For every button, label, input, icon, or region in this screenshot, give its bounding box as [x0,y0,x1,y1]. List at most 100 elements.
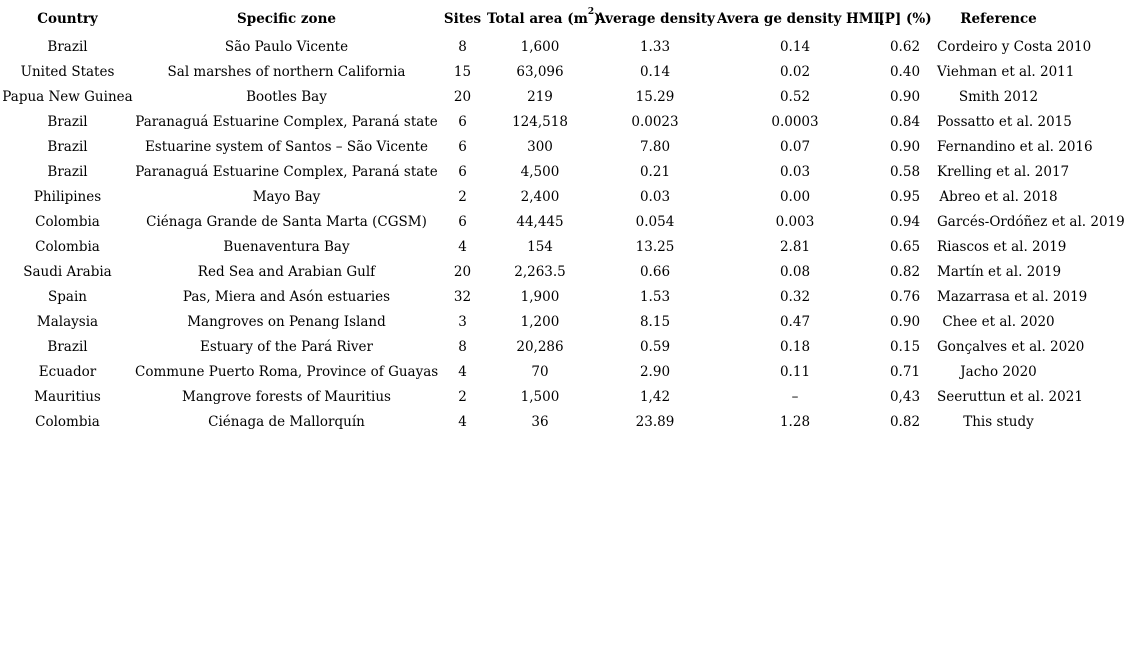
cell-average-density-hml: 0.08 [779,263,811,280]
table-row: Ecuador Commune Puerto Roma, Province of … [0,359,1060,384]
cell-reference: Gonçalves et al. 2020 [937,338,1085,355]
cell-specific-zone: Bootles Bay [246,88,327,105]
table-row: Brazil Paranaguá Estuarine Complex, Paran… [0,159,1070,184]
cell-country: Colombia [35,213,100,230]
cell-reference: Smith 2012 [958,88,1039,105]
cell-average-density: 15.29 [635,88,675,105]
cell-p-percent: 0.15 [889,338,921,355]
cell-average-density-hml: 0.47 [779,313,811,330]
table-row: Colombia Buenaventura Bay 4 154 13.25 2.81 0.6… [0,234,1067,259]
cell-average-density-hml: 0.03 [779,163,811,180]
header-specific-zone: Specific zone [237,11,336,27]
cell-reference: Viehman et al. 2011 [937,63,1075,80]
cell-average-density: 1.33 [639,38,671,55]
cell-total-area: 20,286 [516,338,564,355]
cell-country: Papua New Guinea [2,88,133,105]
cell-sites: 32 [453,288,472,305]
cell-specific-zone: Ciénaga de Mallorquín [208,413,365,430]
cell-average-density: 0.054 [635,213,675,230]
cell-sites: 8 [458,338,467,355]
cell-reference: Jacho 2020 [960,363,1037,380]
cell-average-density: 0.03 [639,188,671,205]
cell-total-area: 219 [527,88,553,105]
cell-total-area: 70 [531,363,549,380]
cell-reference: Chee et al. 2020 [942,313,1055,330]
cell-reference: Seeruttun et al. 2021 [937,388,1083,405]
cell-average-density-hml: 0.18 [779,338,811,355]
cell-average-density: 23.89 [635,413,675,430]
header-average-density-hml: Avera ge density HML [717,11,884,27]
table-row: Philipines Mayo Bay 2 2,400 0.03 0.00 0.95 Abre… [0,184,1060,209]
header-reference: Reference [960,11,1037,27]
cell-country: Brazil [47,163,88,180]
cell-specific-zone: Mangrove forests of Mauritius [182,388,391,405]
cell-p-percent: 0.71 [889,363,921,380]
cell-average-density: 13.25 [635,238,675,255]
cell-p-percent: 0.76 [889,288,921,305]
cell-country: Brazil [47,113,88,130]
cell-reference: Riascos et al. 2019 [937,238,1067,255]
cell-average-density-hml: 0.003 [775,213,815,230]
table-row: Saudi Arabia Red Sea and Arabian Gulf 20 2,… [0,259,1061,284]
header-sites: Sites [443,11,482,27]
header-p-percent: [P] (%) [878,11,932,27]
cell-sites: 3 [458,313,467,330]
cell-average-density-hml: 0.32 [779,288,811,305]
cell-average-density: 2.90 [639,363,671,380]
cell-specific-zone: Mayo Bay [252,188,321,205]
cell-sites: 6 [458,163,467,180]
cell-average-density: 0.21 [639,163,671,180]
table-row: Colombia Ciénaga Grande de Santa Marta (C… [0,209,1125,234]
cell-average-density-hml: 0.00 [779,188,811,205]
cell-reference: Garcés-Ordóñez et al. 2019 [937,213,1125,230]
cell-total-area: 154 [527,238,553,255]
cell-specific-zone: Paranaguá Estuarine Complex, Paraná stat… [135,163,438,180]
cell-sites: 20 [453,263,472,280]
cell-sites: 6 [458,113,467,130]
cell-average-density: 1.53 [639,288,671,305]
cell-reference: Fernandino et al. 2016 [937,138,1093,155]
cell-total-area: 124,518 [512,113,568,130]
cell-specific-zone: Sal marshes of northern California [167,63,406,80]
cell-total-area: 1,200 [520,313,560,330]
cell-p-percent: 0.40 [889,63,921,80]
table-row: Mauritius Mangrove forests of Mauritius 2 1… [0,384,1083,409]
cell-specific-zone: Commune Puerto Roma, Province of Guayas [135,363,439,380]
header-row: Country Specific zone Sites Total area (… [0,4,1060,34]
cell-specific-zone: Ciénaga Grande de Santa Marta (CGSM) [146,213,427,230]
cell-country: Brazil [47,38,88,55]
cell-country: Brazil [47,138,88,155]
table-row: Brazil Paranaguá Estuarine Complex, Paran… [0,109,1072,134]
header-total-area-superscript: 2 [587,6,595,17]
cell-average-density: 1,42 [639,388,671,405]
cell-specific-zone: Paranaguá Estuarine Complex, Paraná stat… [135,113,438,130]
cell-sites: 2 [458,188,467,205]
cell-reference: Krelling et al. 2017 [937,163,1070,180]
cell-specific-zone: Mangroves on Penang Island [187,313,386,330]
cell-sites: 6 [458,213,467,230]
cell-average-density-hml: 0.11 [779,363,811,380]
table-row: Brazil São Paulo Vicente 8 1,600 1.33 0.14 0.6… [0,34,1091,59]
table-row: Brazil Estuarine system of Santos – São V… [0,134,1093,159]
cell-p-percent: 0.90 [889,313,921,330]
header-total-area: Total area (m2) [487,4,601,34]
cell-country: Saudi Arabia [23,263,112,280]
cell-p-percent: 0.90 [889,88,921,105]
cell-reference: Abreo et al. 2018 [939,188,1058,205]
cell-p-percent: 0.94 [889,213,921,230]
cell-sites: 6 [458,138,467,155]
cell-average-density: 0.59 [639,338,671,355]
cell-country: Colombia [35,238,100,255]
table-row: Malaysia Mangroves on Penang Island 3 1,200… [0,309,1060,334]
cell-country: Ecuador [38,363,97,380]
cell-p-percent: 0.65 [889,238,921,255]
cell-total-area: 1,500 [520,388,560,405]
cell-average-density: 7.80 [639,138,671,155]
cell-total-area: 300 [527,138,553,155]
cell-total-area: 63,096 [516,63,564,80]
table-row: Brazil Estuary of the Pará River 8 20,286 0.… [0,334,1085,359]
table-body: Brazil São Paulo Vicente 8 1,600 1.33 0.14 0.6… [0,34,1125,434]
cell-reference: Possatto et al. 2015 [937,113,1072,130]
cell-specific-zone: Buenaventura Bay [223,238,350,255]
